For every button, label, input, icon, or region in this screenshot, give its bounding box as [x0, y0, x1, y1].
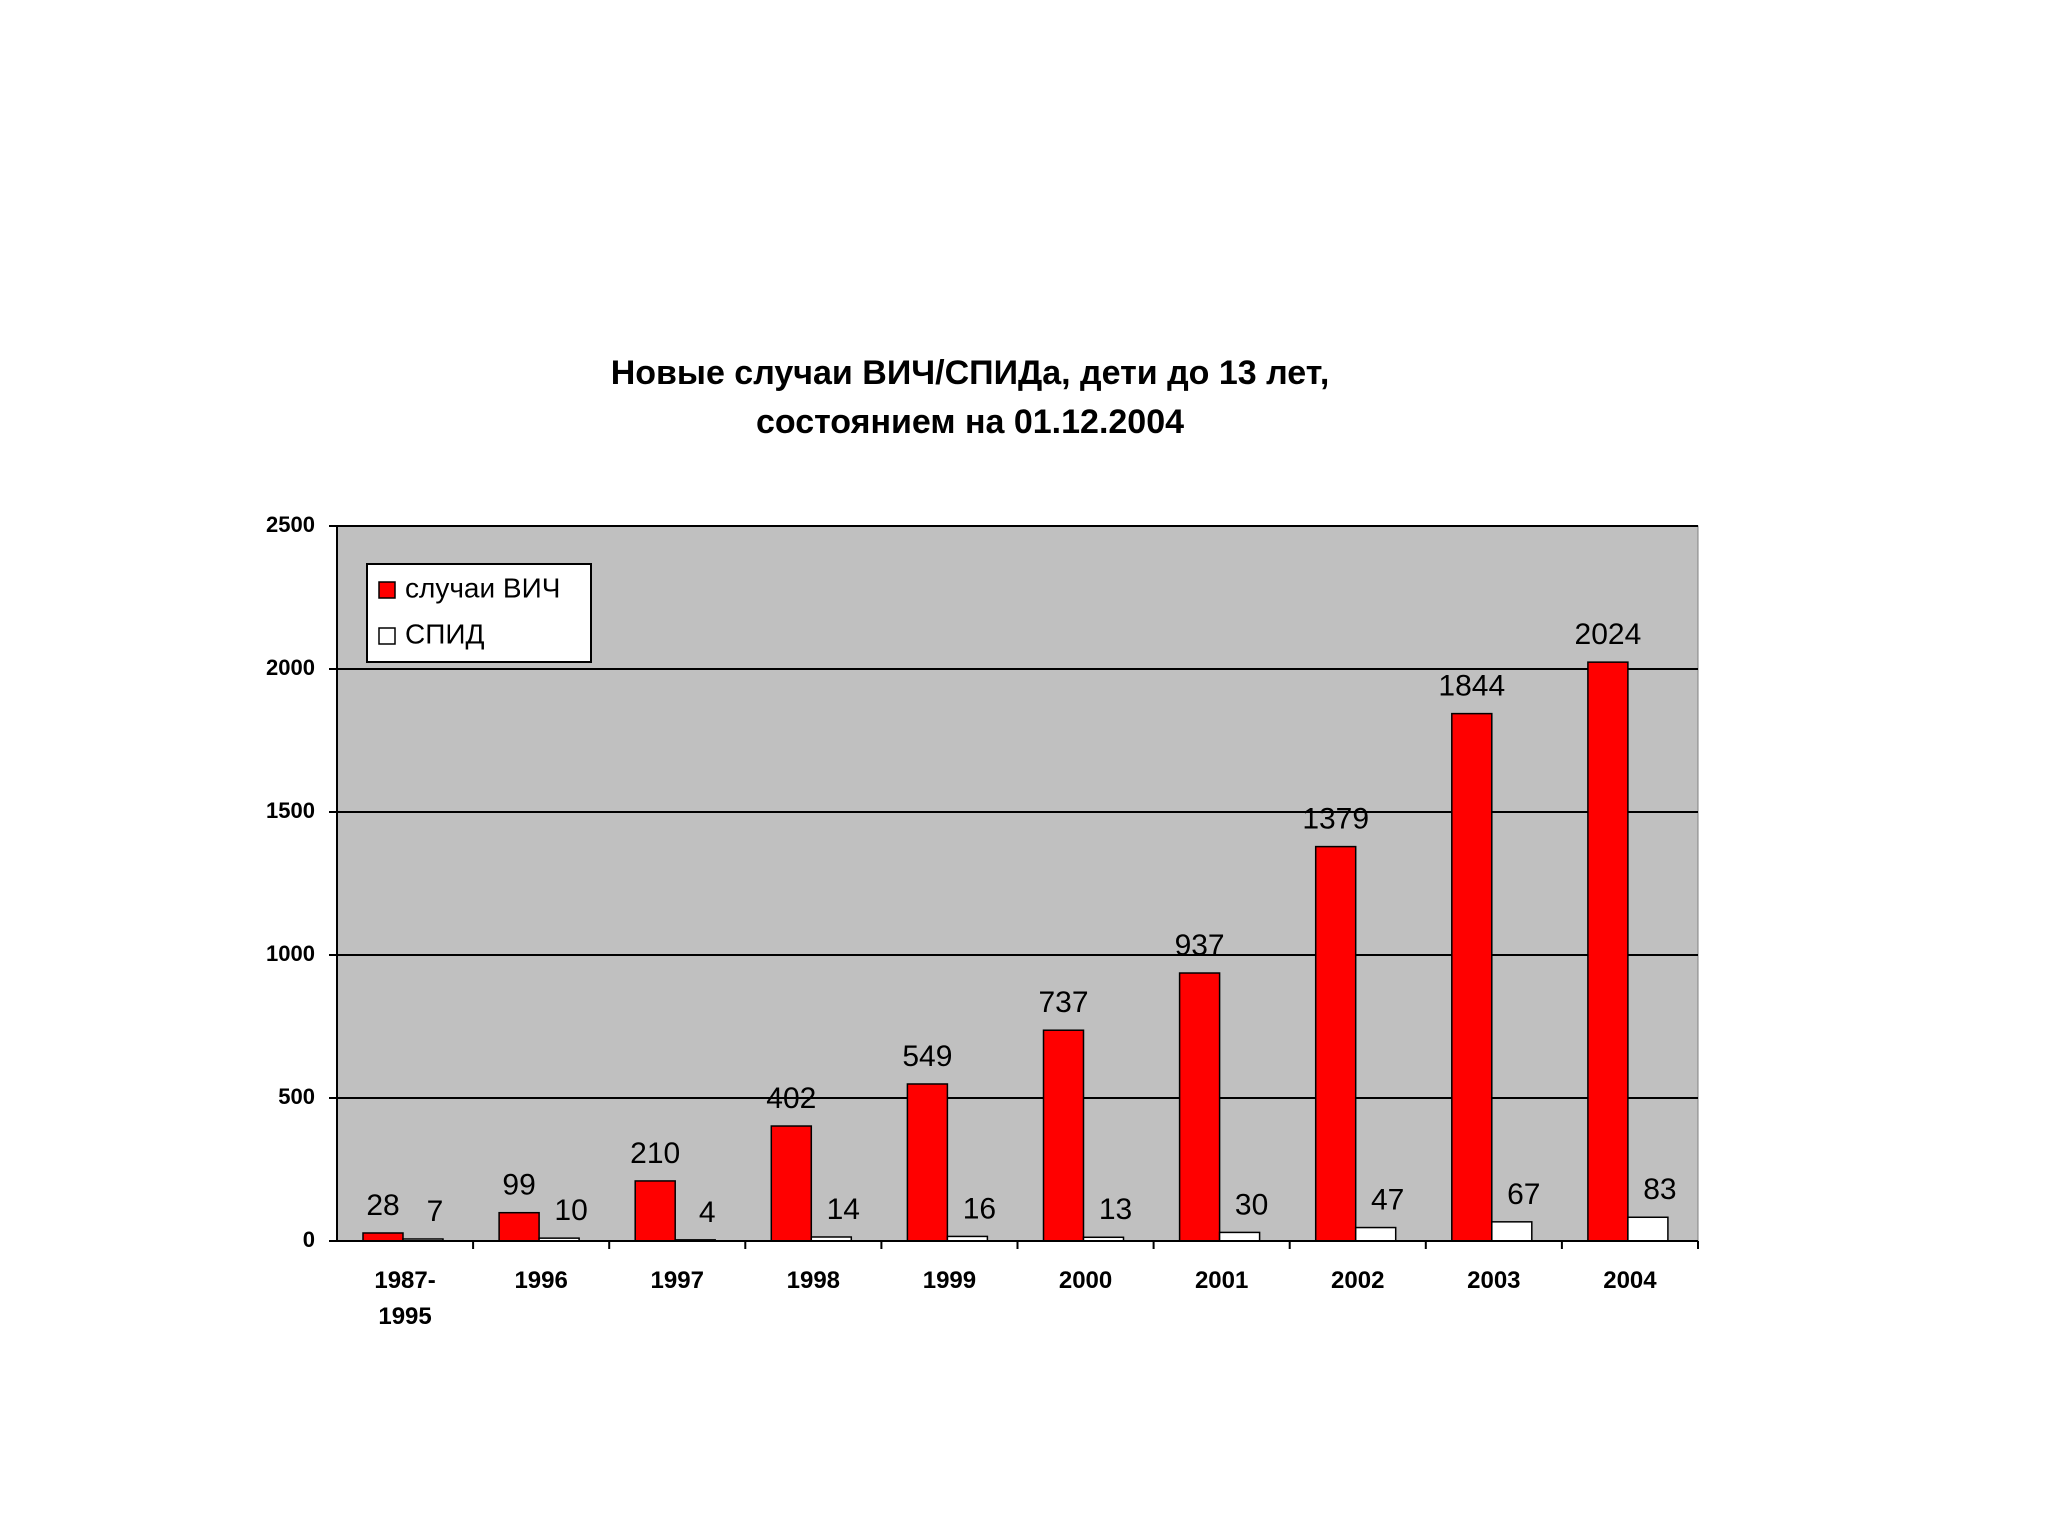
legend-label: случаи ВИЧ	[405, 572, 560, 603]
y-tick-label: 1000	[266, 941, 315, 966]
value-label: 1379	[1302, 803, 1369, 836]
legend-swatch	[378, 627, 396, 645]
bar	[1587, 661, 1629, 1242]
value-label: 99	[502, 1169, 535, 1202]
value-label: 210	[630, 1137, 680, 1170]
bar	[634, 1180, 676, 1242]
bar	[1451, 712, 1493, 1242]
bar	[1354, 1226, 1397, 1242]
bar	[1042, 1029, 1085, 1242]
legend-label: СПИД	[405, 618, 484, 649]
value-label: 14	[827, 1193, 860, 1226]
x-tick-label: 2003	[1467, 1267, 1521, 1294]
x-tick-label: 1987- 1995	[374, 1267, 436, 1330]
chart-title: Новые случаи ВИЧ/СПИДа, дети до 13 лет,	[611, 354, 1330, 392]
bar	[498, 1211, 540, 1242]
bar	[1218, 1231, 1261, 1242]
chart-subtitle: состоянием на 01.12.2004	[756, 403, 1184, 441]
legend-box	[366, 563, 592, 663]
y-tick-label: 1500	[266, 798, 315, 823]
x-tick-label: 2002	[1331, 1267, 1385, 1294]
bar	[362, 1232, 404, 1242]
x-tick-label: 1999	[922, 1267, 977, 1294]
x-tick-label: 1996	[514, 1267, 568, 1294]
y-tick-label: 500	[278, 1084, 315, 1109]
bar	[1314, 845, 1357, 1242]
value-label: 83	[1643, 1173, 1676, 1206]
value-label: 7	[427, 1195, 444, 1228]
y-tick-label: 2000	[266, 655, 315, 680]
x-tick-label: 2004	[1603, 1267, 1657, 1294]
bar	[1178, 972, 1221, 1242]
value-label: 28	[366, 1189, 399, 1222]
value-label: 937	[1175, 929, 1225, 962]
value-label: 30	[1235, 1188, 1268, 1221]
value-label: 1844	[1438, 670, 1505, 703]
value-label: 2024	[1575, 618, 1642, 651]
x-tick-label: 1998	[786, 1267, 841, 1294]
x-tick-label: 2001	[1194, 1267, 1249, 1294]
x-tick-label: 2000	[1058, 1267, 1113, 1294]
bar	[770, 1125, 813, 1242]
value-label: 47	[1371, 1183, 1404, 1216]
value-label: 4	[699, 1196, 716, 1229]
x-tick-label: 1997	[650, 1267, 704, 1294]
bar	[1627, 1216, 1669, 1242]
y-tick-label: 2500	[266, 512, 315, 537]
value-label: 16	[963, 1192, 996, 1225]
bar	[906, 1083, 949, 1242]
bar	[1491, 1221, 1533, 1242]
value-label: 13	[1099, 1193, 1132, 1226]
value-label: 67	[1507, 1178, 1540, 1211]
value-label: 549	[902, 1040, 952, 1073]
y-tick-label: 0	[303, 1227, 315, 1252]
value-label: 402	[766, 1082, 816, 1115]
legend-swatch	[378, 581, 396, 599]
value-label: 737	[1038, 986, 1088, 1019]
value-label: 10	[554, 1194, 587, 1227]
